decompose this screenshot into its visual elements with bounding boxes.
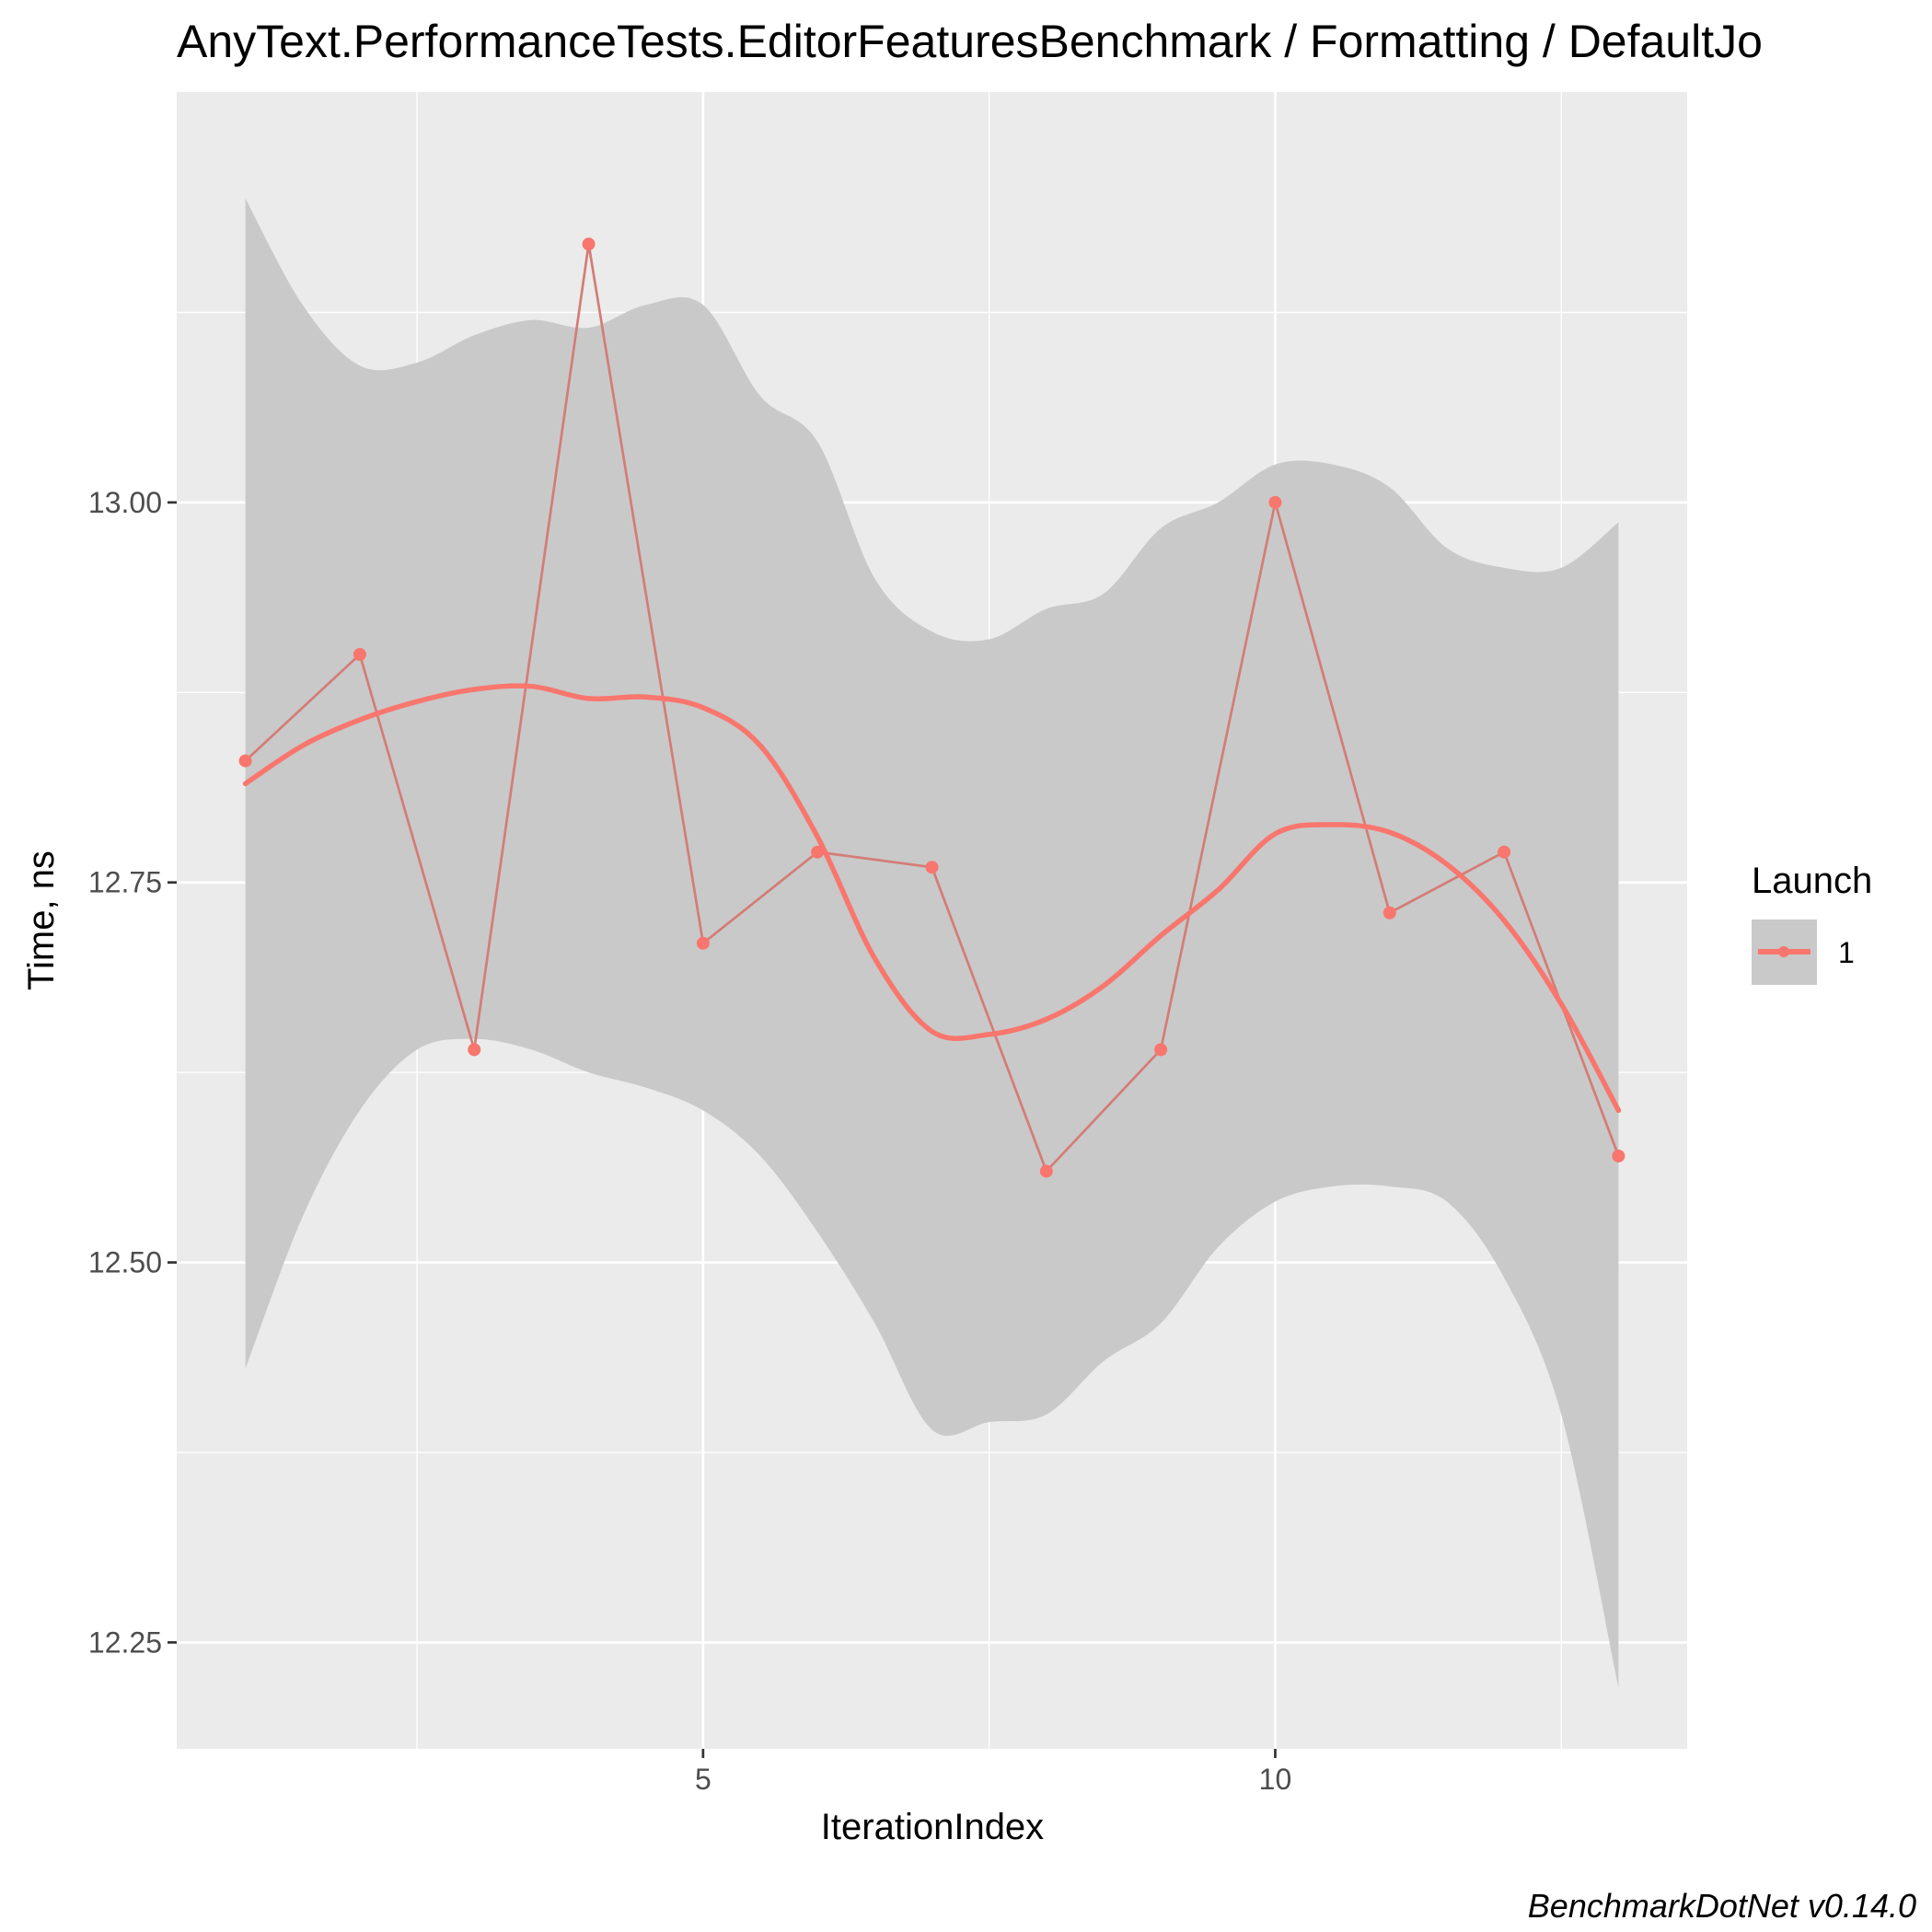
legend-title: Launch [1752, 861, 1872, 901]
confidence-band-layer [245, 198, 1619, 1688]
legend: Launch 1 [1752, 861, 1872, 985]
legend-key-point [1778, 946, 1789, 957]
data-point-11 [1382, 906, 1396, 920]
y-axis-title: Time, ns [21, 850, 62, 990]
x-axis-ticks: 5 10 [695, 1749, 1291, 1796]
data-point-8 [1039, 1164, 1053, 1178]
data-point-13 [1612, 1149, 1625, 1163]
confidence-band [245, 198, 1619, 1688]
data-point-9 [1154, 1043, 1168, 1057]
data-point-2 [353, 648, 366, 662]
data-point-5 [696, 936, 710, 950]
x-tick-label-1: 10 [1259, 1763, 1292, 1796]
x-axis-title: IterationIndex [821, 1807, 1044, 1847]
y-tick-label-1: 12.50 [88, 1246, 162, 1279]
data-point-1 [238, 754, 252, 768]
caption: BenchmarkDotNet v0.14.0 [1528, 1887, 1916, 1925]
data-points-layer [238, 237, 1625, 1178]
y-tick-label-0: 12.25 [88, 1625, 162, 1659]
data-point-4 [582, 237, 596, 251]
data-point-7 [925, 861, 939, 874]
data-point-6 [811, 845, 825, 859]
smooth-line-layer [242, 683, 1622, 1114]
data-point-10 [1268, 495, 1282, 509]
data-point-3 [468, 1043, 481, 1057]
y-tick-label-2: 12.75 [88, 866, 162, 899]
x-tick-label-0: 5 [695, 1763, 711, 1796]
y-axis-ticks: 12.25 12.50 12.75 13.00 [88, 486, 177, 1659]
legend-entry-label: 1 [1838, 936, 1855, 969]
smooth-line [242, 683, 1622, 1114]
data-point-12 [1498, 845, 1511, 859]
y-tick-label-3: 13.00 [88, 486, 162, 519]
chart-title: AnyText.PerformanceTests.EditorFeaturesB… [177, 16, 1763, 67]
